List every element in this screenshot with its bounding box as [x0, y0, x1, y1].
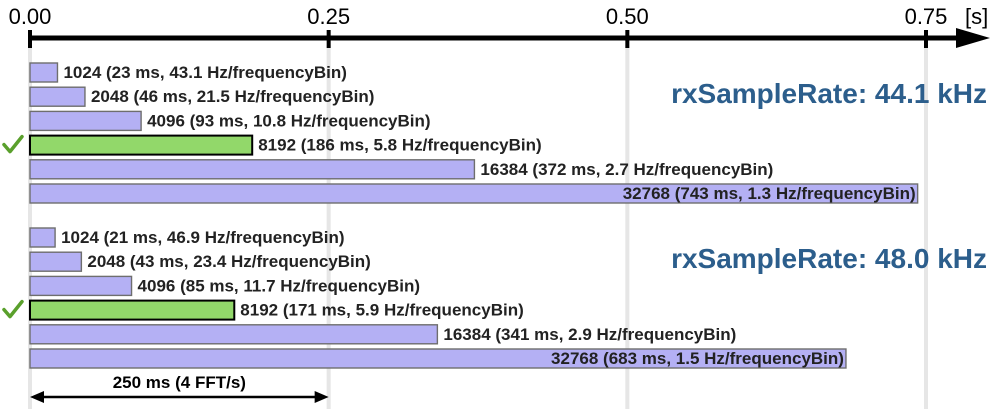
bar-label: 2048 (46 ms, 21.5 Hz/frequencyBin) [91, 87, 374, 106]
bar [29, 227, 56, 248]
bar-label: 8192 (171 ms, 5.9 Hz/frequencyBin) [240, 301, 523, 320]
x-tick-label: 0.75 [905, 4, 948, 29]
bar [29, 62, 59, 83]
bar [29, 86, 86, 107]
annotation-label: 250 ms (4 FFT/s) [113, 373, 246, 392]
right-arrow-icon [314, 391, 329, 403]
bar-label: 2048 (43 ms, 23.4 Hz/frequencyBin) [87, 252, 370, 271]
x-axis-arrow-icon [956, 28, 990, 48]
bar [29, 251, 83, 272]
bar-label: 4096 (85 ms, 11.7 Hz/frequencyBin) [138, 276, 421, 295]
bar-label: 4096 (93 ms, 10.8 Hz/frequencyBin) [147, 111, 430, 130]
x-tick-label: 0.50 [606, 4, 649, 29]
bar-label: 16384 (341 ms, 2.9 Hz/frequencyBin) [443, 325, 736, 344]
bar-selected [29, 134, 254, 156]
bar [29, 183, 919, 204]
bar [29, 275, 133, 297]
left-arrow-icon [30, 391, 44, 403]
bar [29, 348, 847, 369]
x-tick-label: 0.00 [9, 4, 52, 29]
bar-label: 1024 (21 ms, 46.9 Hz/frequencyBin) [61, 228, 344, 247]
bar-label: 32768 (743 ms, 1.3 Hz/frequencyBin) [623, 184, 916, 203]
check-icon [2, 134, 24, 154]
bar-selected [29, 299, 236, 321]
bar-label: 32768 (683 ms, 1.5 Hz/frequencyBin) [551, 349, 844, 368]
x-axis-unit: [s] [965, 4, 988, 29]
bar [29, 159, 476, 180]
bar-label: 16384 (372 ms, 2.7 Hz/frequencyBin) [480, 160, 773, 179]
group-title: rxSampleRate: 48.0 kHz [671, 243, 987, 274]
bar-label: 1024 (23 ms, 43.1 Hz/frequencyBin) [63, 63, 346, 82]
bar-label: 8192 (186 ms, 5.8 Hz/frequencyBin) [258, 136, 541, 155]
bar [29, 324, 439, 345]
check-icon [2, 299, 24, 319]
bar [29, 110, 142, 132]
group-title: rxSampleRate: 44.1 kHz [671, 78, 987, 109]
x-tick-label: 0.25 [307, 4, 350, 29]
